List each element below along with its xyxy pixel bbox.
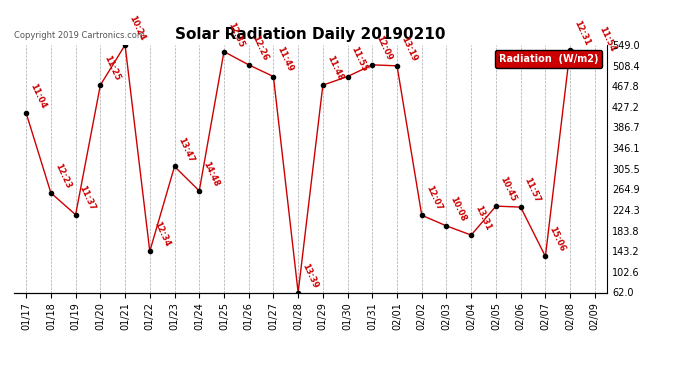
Text: 15:06: 15:06 (547, 225, 566, 254)
Text: 12:35: 12:35 (226, 21, 246, 49)
Text: 11:48: 11:48 (325, 54, 344, 82)
Text: 11:54: 11:54 (597, 24, 616, 53)
Text: 11:57: 11:57 (522, 176, 542, 204)
Text: 11:04: 11:04 (28, 82, 48, 110)
Text: 12:34: 12:34 (152, 220, 171, 248)
Text: 11:55: 11:55 (350, 45, 369, 74)
Text: 12:09: 12:09 (374, 34, 394, 62)
Text: 11:37: 11:37 (77, 184, 97, 212)
Text: 12:07: 12:07 (424, 184, 443, 212)
Text: 12:31: 12:31 (572, 18, 591, 46)
Text: 13:31: 13:31 (473, 204, 493, 232)
Text: Copyright 2019 Cartronics.com: Copyright 2019 Cartronics.com (14, 31, 145, 40)
Text: 12:26: 12:26 (250, 34, 270, 62)
Text: 10:45: 10:45 (498, 175, 518, 203)
Text: 11:49: 11:49 (275, 45, 295, 74)
Title: Solar Radiation Daily 20190210: Solar Radiation Daily 20190210 (175, 27, 446, 42)
Text: 13:19: 13:19 (399, 35, 418, 63)
Text: 12:23: 12:23 (53, 162, 72, 190)
Text: 10:24: 10:24 (127, 14, 146, 42)
Text: 14:48: 14:48 (201, 160, 221, 188)
Text: 13:39: 13:39 (300, 262, 319, 290)
Text: 10:08: 10:08 (448, 195, 468, 223)
Text: 11:25: 11:25 (102, 54, 122, 82)
Text: 13:47: 13:47 (177, 135, 196, 164)
Legend: Radiation  (W/m2): Radiation (W/m2) (495, 50, 602, 68)
